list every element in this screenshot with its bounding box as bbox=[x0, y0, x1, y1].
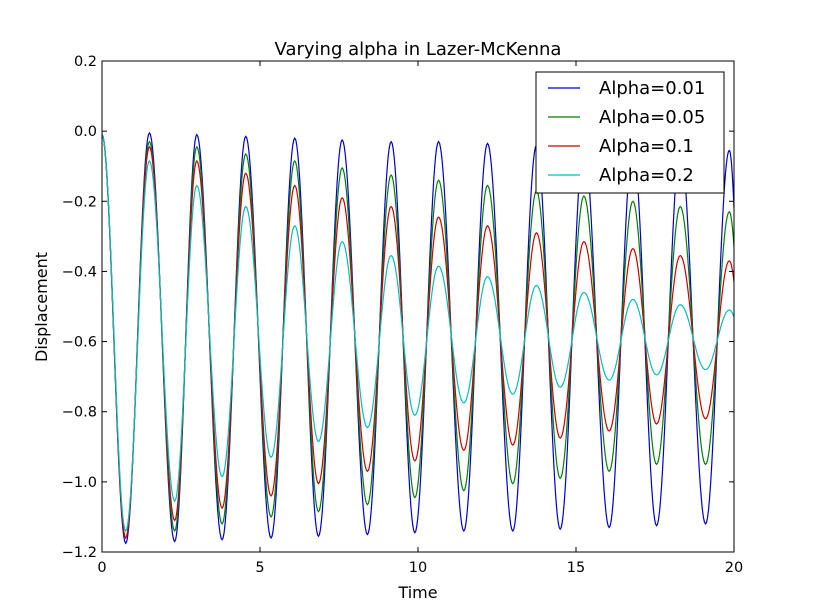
y-tick-label: −1.0 bbox=[62, 475, 97, 491]
legend-label-3: Alpha=0.1 bbox=[599, 136, 694, 157]
series-line-4 bbox=[102, 134, 734, 533]
y-axis-title: Displacement bbox=[32, 252, 51, 362]
y-tick-label: −0.8 bbox=[62, 405, 97, 421]
y-tick-label: −0.6 bbox=[62, 335, 97, 351]
ticks-layer: 0 5 10 15 20 −1.2 −1.0 −0.8 −0.6 −0.4 −0.2 0.0 0.2 bbox=[62, 54, 743, 576]
legend: Alpha=0.01 Alpha=0.05 Alpha=0.1 Alpha=0.2 bbox=[535, 71, 725, 194]
y-tick-label: −0.2 bbox=[62, 194, 97, 210]
x-tick-label: 20 bbox=[725, 560, 743, 576]
x-axis-title: Time bbox=[397, 583, 437, 602]
legend-box bbox=[535, 71, 725, 194]
y-tick-label: −0.4 bbox=[62, 264, 97, 280]
legend-label-4: Alpha=0.2 bbox=[599, 165, 694, 186]
y-tick-label: 0.0 bbox=[74, 124, 97, 140]
y-tick-label: −1.2 bbox=[62, 545, 97, 561]
legend-label-1: Alpha=0.01 bbox=[599, 78, 705, 99]
chart-title: Varying alpha in Lazer-McKenna bbox=[275, 39, 562, 60]
legend-label-2: Alpha=0.05 bbox=[599, 107, 705, 128]
y-tick-label: 0.2 bbox=[74, 54, 97, 70]
x-tick-label: 15 bbox=[567, 560, 585, 576]
x-tick-label: 0 bbox=[97, 560, 106, 576]
x-tick-label: 10 bbox=[409, 560, 427, 576]
x-tick-label: 5 bbox=[255, 560, 264, 576]
